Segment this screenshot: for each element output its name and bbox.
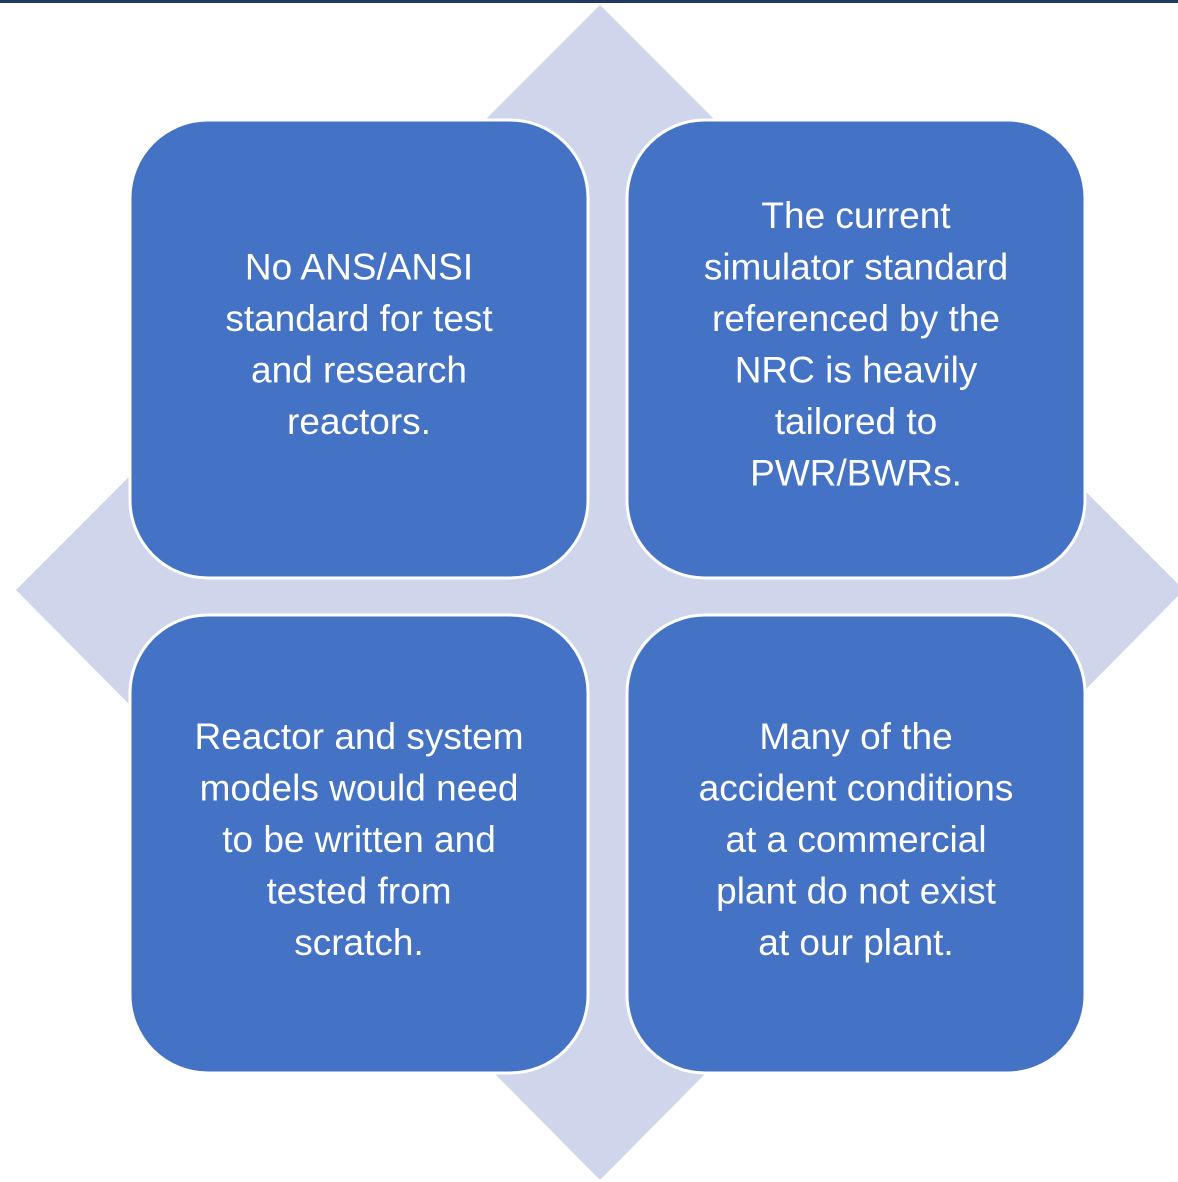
boxes: No ANS/ANSI standard for test and research… — [128, 118, 1087, 1075]
node-text: accident conditions — [699, 767, 1014, 808]
node-box — [128, 613, 590, 1075]
node-text: No ANS/ANSI — [245, 247, 473, 288]
node: No ANS/ANSI standard for test and research… — [128, 118, 590, 580]
node-text: to be written and — [222, 819, 496, 860]
node-box — [625, 118, 1087, 580]
node-text: plant do not exist — [716, 870, 996, 911]
node: Reactor and system models would need to be… — [128, 613, 590, 1075]
node-text: referenced by the — [712, 298, 1000, 339]
node-text: Many of the — [759, 716, 952, 757]
node-text: simulator standard — [704, 247, 1008, 288]
node-text: at a commercial — [725, 819, 986, 860]
node-text: tested from — [266, 870, 451, 911]
node-text: The current — [761, 195, 951, 236]
node-text: scratch. — [294, 922, 424, 963]
node-box — [625, 613, 1087, 1075]
node-text: and research — [251, 350, 467, 391]
node-text: models would need — [200, 767, 519, 808]
node-text: Reactor and system — [194, 716, 523, 757]
node-box — [128, 118, 590, 580]
node-text: reactors. — [287, 401, 431, 442]
node-text: standard for test — [225, 298, 493, 339]
node-text: tailored to — [775, 401, 938, 442]
node: The current simulator standard referenced … — [625, 118, 1087, 580]
top-border — [0, 0, 1178, 3]
node-text: PWR/BWRs. — [750, 453, 962, 494]
node: Many of the accident conditions at a comme… — [625, 613, 1087, 1075]
node-text: NRC is heavily — [735, 350, 978, 391]
node-text: at our plant. — [758, 922, 953, 963]
